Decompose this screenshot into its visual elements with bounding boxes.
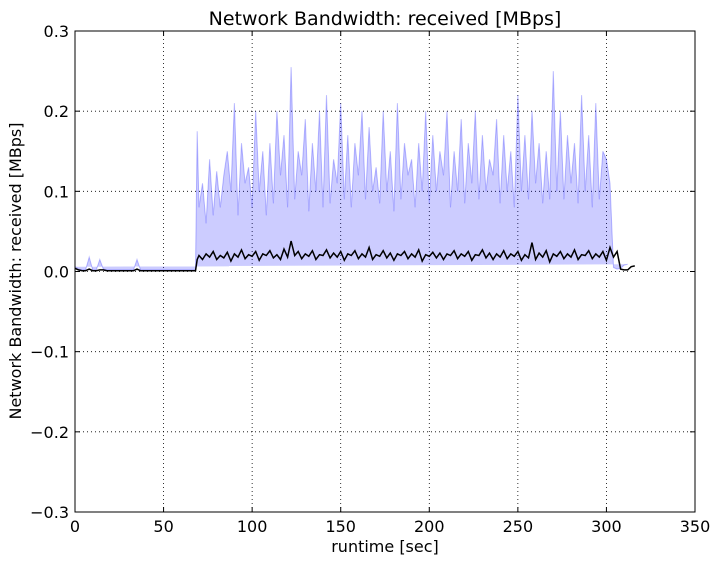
x-tick-label: 150 — [325, 517, 356, 536]
x-tick-label: 350 — [680, 517, 711, 536]
chart-title: Network Bandwidth: received [MBps] — [209, 8, 562, 30]
x-tick-label: 250 — [503, 517, 534, 536]
y-tick-label: 0.2 — [44, 102, 69, 121]
y-tick-label: −0.3 — [30, 503, 69, 522]
x-tick-label: 200 — [414, 517, 445, 536]
y-tick-label: 0.3 — [44, 22, 69, 41]
x-axis: 0 50 100 150 200 250 300 350 — [70, 31, 710, 536]
y-axis-label: Network Bandwidth: received [MBps] — [6, 122, 25, 419]
x-tick-label: 100 — [237, 517, 268, 536]
variance-band — [74, 67, 628, 271]
y-tick-label: 0.1 — [44, 182, 69, 201]
grid-lines — [74, 30, 696, 513]
y-tick-label: −0.1 — [30, 343, 69, 362]
x-tick-label: 300 — [591, 517, 622, 536]
x-tick-label: 0 — [70, 517, 80, 536]
x-tick-label: 50 — [153, 517, 173, 536]
y-tick-label: 0.0 — [44, 263, 69, 282]
mean-line — [74, 240, 635, 272]
x-axis-label: runtime [sec] — [331, 537, 439, 556]
y-axis: −0.3 −0.2 −0.1 0.0 0.1 0.2 0.3 — [30, 22, 695, 522]
y-tick-label: −0.2 — [30, 423, 69, 442]
